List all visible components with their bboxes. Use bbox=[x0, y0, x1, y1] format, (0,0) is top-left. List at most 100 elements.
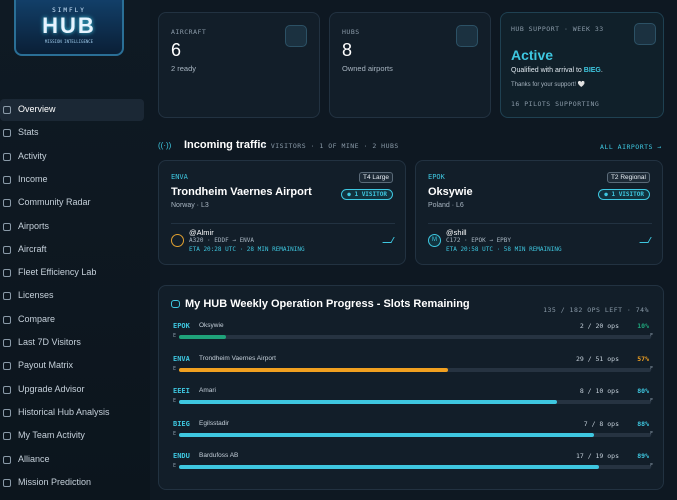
nav-item[interactable]: Airports bbox=[0, 216, 144, 238]
flight-eta: ETA 20:58 UTC · 58 MIN REMAINING bbox=[446, 246, 562, 253]
hub-ops: 8 / 10 ops bbox=[579, 387, 619, 396]
nav-item[interactable]: Mission Prediction bbox=[0, 472, 144, 494]
hub-ops: 17 / 19 ops bbox=[575, 452, 619, 461]
stat-label: HUBS bbox=[342, 28, 360, 36]
hub-ops: 7 / 8 ops bbox=[583, 419, 619, 428]
support-thanks: Thanks for your support! 🤍 bbox=[511, 82, 586, 88]
all-airports-link[interactable]: ALL AIRPORTS → bbox=[600, 143, 662, 151]
nav-icon bbox=[3, 245, 11, 254]
nav-item[interactable]: Upgrade Advisor bbox=[0, 379, 144, 401]
support-card: HUB SUPPORT · WEEK 33 Active Qualified wit… bbox=[500, 12, 664, 118]
stat-value: 6 bbox=[171, 40, 182, 60]
visitor-pill: ● 1 VISITOR bbox=[341, 189, 393, 200]
traffic-card: EPOK T2 Regional Oksywie ● 1 VISITOR Poland … bbox=[415, 160, 663, 265]
logo-brand: SIMFLY bbox=[52, 7, 86, 14]
hub-code: ENVA bbox=[173, 354, 190, 363]
nav-item[interactable]: Licenses bbox=[0, 285, 144, 307]
airport-region: Poland · L6 bbox=[428, 202, 464, 209]
empty-label: E bbox=[173, 430, 177, 437]
progress-title: My HUB Weekly Operation Progress - Slots… bbox=[185, 298, 470, 310]
hub-code: EEEI bbox=[173, 387, 190, 396]
support-airport: BIEG bbox=[583, 67, 601, 74]
nav-item[interactable]: Historical Hub Analysis bbox=[0, 402, 144, 424]
full-label: F bbox=[649, 463, 653, 470]
nav-icon bbox=[3, 175, 11, 184]
nav-icon bbox=[3, 106, 11, 114]
divider bbox=[171, 223, 395, 224]
nav-label: Activity bbox=[18, 150, 47, 161]
nav-item[interactable]: Aircraft bbox=[0, 239, 144, 261]
progress-bar bbox=[179, 400, 557, 405]
support-icon bbox=[634, 23, 656, 45]
logo-tagline: MISSION INTELLIGENCE bbox=[44, 39, 94, 44]
progress-panel: My HUB Weekly Operation Progress - Slots… bbox=[158, 285, 664, 490]
nav-item[interactable]: Fleet Efficiency Lab bbox=[0, 262, 144, 284]
stat-card: AIRCRAFT 6 2 ready bbox=[158, 12, 320, 118]
support-status: Active bbox=[511, 47, 554, 63]
hub-name: Trondheim Vaernes Airport bbox=[199, 354, 276, 362]
logo: SIMFLY HUB MISSION INTELLIGENCE bbox=[14, 0, 124, 56]
progress-track bbox=[179, 367, 651, 372]
support-footer: 16 PILOTS SUPPORTING bbox=[511, 100, 600, 108]
nav-item[interactable]: Income bbox=[0, 169, 144, 191]
nav-item[interactable]: Overview bbox=[0, 99, 144, 121]
nav-item[interactable]: Stats bbox=[0, 122, 144, 144]
nav-item[interactable]: My Team Activity bbox=[0, 425, 144, 447]
nav-item[interactable]: Community Radar bbox=[0, 192, 144, 214]
nav-icon bbox=[3, 152, 11, 161]
sidebar: SIMFLY HUB MISSION INTELLIGENCE Overview… bbox=[0, 0, 150, 500]
stat-card: HUBS 8 Owned airports bbox=[329, 12, 491, 118]
nav-icon bbox=[3, 339, 11, 347]
nav-label: Mission Prediction bbox=[18, 476, 92, 487]
nav-label: Compare bbox=[18, 313, 56, 324]
progress-icon bbox=[171, 300, 180, 308]
hub-ops: 2 / 20 ops bbox=[579, 322, 619, 330]
nav-icon bbox=[3, 385, 11, 394]
nav-label: My Team Activity bbox=[18, 430, 85, 441]
tier-badge: T2 Regional bbox=[606, 172, 650, 183]
nav-item[interactable]: Payout Matrix bbox=[0, 355, 144, 377]
nav-icon bbox=[3, 408, 11, 417]
flight-icon bbox=[382, 237, 395, 243]
stat-value: 8 bbox=[342, 40, 353, 60]
empty-label: E bbox=[173, 333, 177, 339]
empty-label: E bbox=[173, 398, 177, 405]
traffic-icon: ((·)) bbox=[158, 141, 172, 150]
nav-icon bbox=[3, 432, 11, 441]
empty-label: E bbox=[173, 463, 177, 470]
progress-track bbox=[179, 465, 651, 470]
nav-icon bbox=[3, 129, 11, 138]
support-label: HUB SUPPORT · WEEK 33 bbox=[511, 25, 604, 33]
nav-label: Payout Matrix bbox=[18, 360, 74, 371]
support-message_end: . bbox=[600, 67, 603, 74]
nav-icon bbox=[3, 222, 11, 231]
stat-label: AIRCRAFT bbox=[171, 28, 207, 36]
traffic-title: Incoming traffic bbox=[184, 139, 267, 151]
flight-route: A320 · EDDF → ENVA bbox=[189, 237, 255, 244]
nav-icon bbox=[3, 478, 11, 487]
nav-item[interactable]: Last 7D Visitors bbox=[0, 332, 144, 354]
nav-item[interactable]: Compare bbox=[0, 309, 144, 331]
nav-label: Upgrade Advisor bbox=[18, 383, 85, 394]
nav-label: Airports bbox=[18, 220, 50, 231]
progress-bar bbox=[179, 465, 600, 470]
hub-pct: 89% bbox=[637, 452, 649, 461]
full-label: F bbox=[649, 333, 653, 339]
pilot-avatar: M bbox=[428, 234, 441, 247]
airport-region: Norway · L3 bbox=[171, 202, 209, 209]
nav-item[interactable]: Alliance bbox=[0, 449, 144, 471]
full-label: F bbox=[649, 430, 653, 437]
nav-item[interactable]: Activity bbox=[0, 146, 144, 168]
progress-track bbox=[179, 432, 651, 437]
airport-code: ENVA bbox=[171, 173, 188, 181]
nav-icon bbox=[3, 362, 11, 371]
nav-icon bbox=[3, 292, 11, 301]
hub-pct: 88% bbox=[637, 419, 649, 428]
pilot-handle: @shill bbox=[446, 228, 467, 237]
progress-bar bbox=[179, 335, 227, 339]
hub-name: Egilsstadir bbox=[199, 419, 229, 427]
nav-icon bbox=[3, 315, 11, 324]
flight-route: C172 · EPOK → EPBY bbox=[446, 237, 512, 244]
